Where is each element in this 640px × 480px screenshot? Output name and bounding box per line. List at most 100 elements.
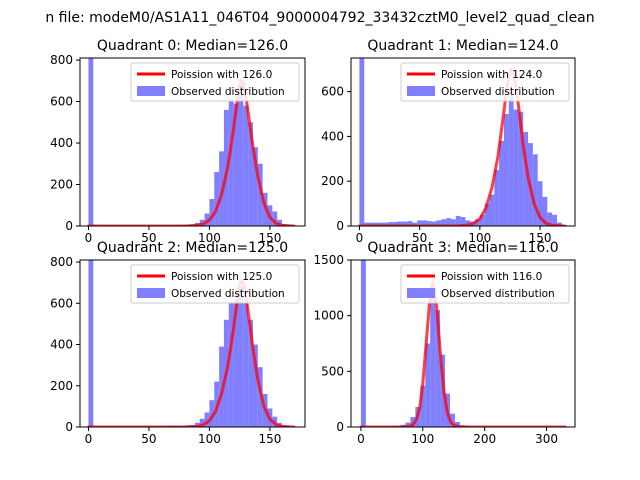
panel-title: Quadrant 2: Median=125.0 (97, 240, 288, 256)
histogram-bar (441, 219, 447, 226)
histogram-bar (503, 114, 509, 226)
histogram-bar (373, 222, 379, 226)
y-tick-label: 600 (321, 85, 344, 99)
histogram-bar (417, 220, 423, 226)
histogram-bar (410, 416, 416, 427)
histogram-bar (422, 220, 427, 226)
panel-quadrant-0: Quadrant 0: Median=126.0 0 50 100 150 0 200 400… (50, 38, 306, 245)
histogram-bar (430, 293, 436, 427)
histogram-bar (436, 220, 442, 226)
poisson-curve (87, 79, 296, 226)
y-tick-label: 400 (50, 338, 73, 352)
y-tick-label: 200 (321, 174, 344, 188)
histogram-bar (204, 213, 210, 226)
histogram-bar (475, 219, 480, 226)
legend-bar-swatch (137, 288, 165, 298)
histogram-bar (228, 101, 234, 226)
histogram-bar (243, 303, 249, 427)
histogram-bar (494, 170, 500, 226)
legend-bar-swatch (137, 86, 165, 96)
x-tick-label: 0 (356, 231, 364, 245)
legend-bar-swatch (407, 288, 435, 298)
x-tick-label: 50 (412, 231, 427, 245)
histogram-bar (364, 222, 370, 226)
axes-frame (350, 259, 576, 428)
histogram-bar (228, 303, 234, 427)
x-tick-label: 150 (529, 231, 552, 245)
legend-label-observed: Observed distribution (171, 86, 285, 98)
histogram-bar (388, 221, 394, 226)
histogram-bar (518, 111, 524, 226)
histogram-bar (431, 221, 437, 226)
y-tick-label: 200 (50, 178, 73, 192)
histogram-bar (272, 211, 278, 226)
y-tick-label: 500 (321, 364, 344, 378)
legend-label-observed: Observed distribution (441, 86, 555, 98)
x-tick-label: 100 (198, 231, 221, 245)
panel-quadrant-3: Quadrant 3: Median=116.0 0 100 200 300 0 500 10… (313, 240, 576, 446)
histogram-bar (238, 286, 244, 427)
histogram-bar (513, 109, 519, 226)
x-tick-label: 150 (258, 231, 281, 245)
histogram-bar (407, 221, 413, 226)
histogram-bar (450, 219, 456, 226)
histogram-bar (214, 172, 220, 226)
legend-box (400, 62, 570, 102)
x-tick-label: 150 (258, 432, 281, 446)
x-tick-label: 50 (141, 231, 156, 245)
legend-label-observed: Observed distribution (171, 288, 285, 300)
panel-quadrant-2: Quadrant 2: Median=125.0 0 50 100 150 0 200 400… (50, 240, 306, 446)
y-tick-label: 800 (50, 255, 73, 269)
legend: Poission with 116.0 Observed distribution (400, 264, 570, 304)
legend-box (130, 62, 300, 102)
x-tick-label: 100 (411, 432, 434, 446)
histogram-bar (378, 222, 384, 226)
y-tick-label: 0 (336, 420, 344, 434)
histogram-bar (369, 222, 374, 226)
axes-frame (79, 57, 306, 227)
y-tick-label: 800 (50, 53, 73, 67)
figure-suptitle: n file: modeM0/AS1A11_046T04_9000004792_… (45, 10, 594, 26)
histogram-bar (233, 299, 239, 427)
histogram-bar (209, 199, 215, 226)
histogram-bar (360, 260, 366, 427)
x-tick-label: 100 (198, 432, 221, 446)
histogram-bar (393, 221, 398, 226)
histogram-bar (199, 418, 205, 427)
histogram-bar (454, 421, 460, 427)
y-tick-label: 200 (50, 379, 73, 393)
histogram-bar (402, 221, 408, 226)
legend: Poission with 125.0 Observed distribution (130, 264, 300, 304)
legend: Poission with 124.0 Observed distribution (400, 62, 570, 102)
y-tick-label: 400 (50, 136, 73, 150)
x-tick-label: 200 (473, 432, 496, 446)
histogram-bar (248, 122, 253, 226)
histogram-bar (547, 212, 553, 226)
histogram-bar (446, 218, 451, 226)
histogram-bar (450, 413, 455, 427)
x-tick-label: 0 (85, 231, 93, 245)
y-tick-label: 1000 (313, 309, 344, 323)
histogram-bar (426, 221, 432, 226)
histogram-bar (523, 131, 529, 226)
y-tick-label: 600 (50, 296, 73, 310)
histogram-bar (204, 412, 210, 427)
histogram-bar (277, 219, 283, 226)
histogram-bar (248, 319, 253, 427)
histogram-bar (508, 89, 514, 226)
x-tick-label: 300 (535, 432, 558, 446)
x-tick-label: 50 (141, 432, 156, 446)
y-tick-label: 1500 (313, 253, 344, 267)
legend: Poission with 126.0 Observed distribution (130, 62, 300, 102)
legend-label-observed: Observed distribution (441, 288, 555, 300)
legend-label-poisson: Poission with 124.0 (441, 69, 542, 81)
histogram-bar (383, 222, 389, 226)
histogram-bar (479, 214, 485, 226)
legend-label-poisson: Poission with 116.0 (441, 271, 542, 283)
histogram-bar (420, 385, 426, 427)
poisson-curve (359, 280, 567, 427)
histogram-bar (88, 260, 94, 427)
histogram-bar (219, 346, 224, 427)
histogram-bar (552, 214, 557, 226)
